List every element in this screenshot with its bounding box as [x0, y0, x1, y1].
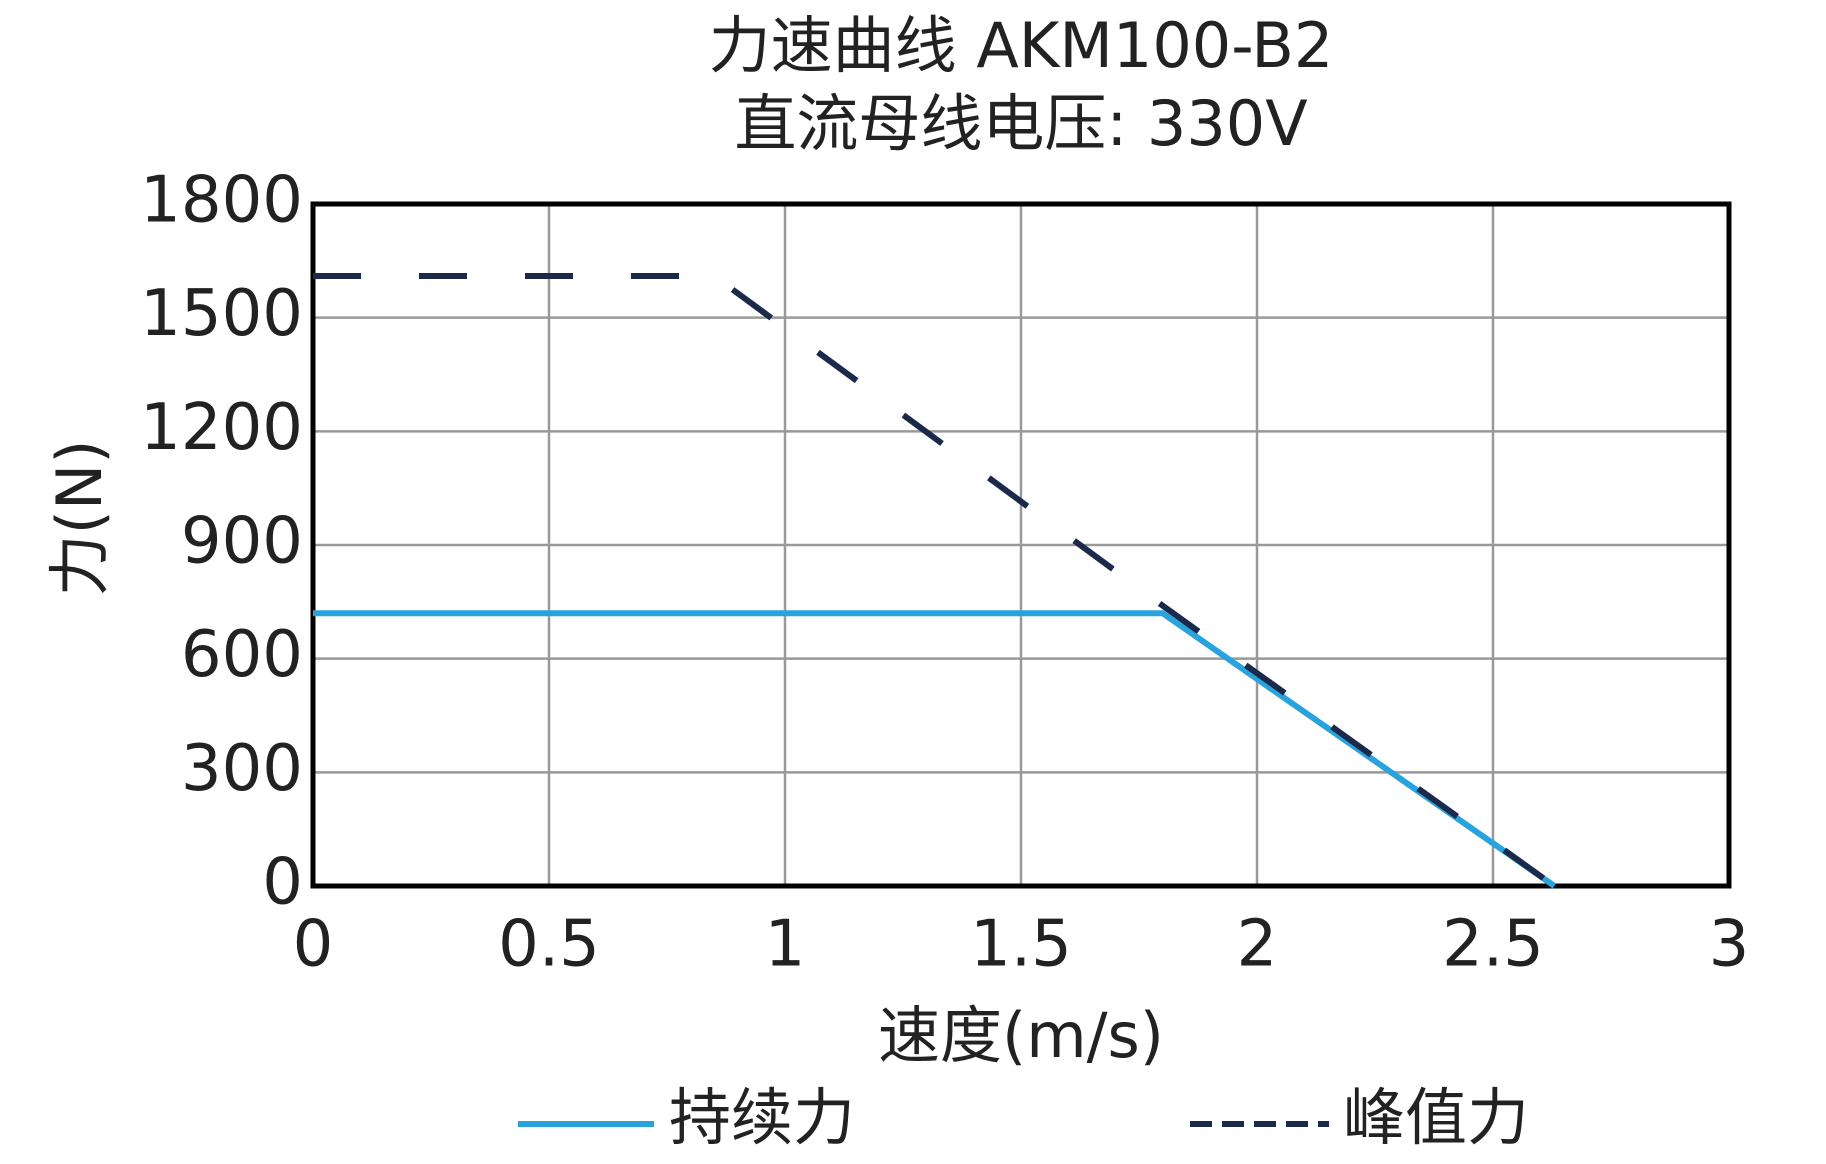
series-line [313, 272, 1557, 889]
x-tick-label: 0 [293, 908, 334, 982]
y-tick-label: 1800 [140, 164, 303, 238]
plot-frame [310, 201, 1732, 889]
x-tick-label: 2 [1237, 908, 1278, 982]
y-tick-label: 300 [181, 732, 303, 806]
chart-title: 力速曲线 AKM100-B2 [709, 9, 1334, 82]
y-axis-label: 力(N) [43, 440, 116, 597]
x-axis-label: 速度(m/s) [878, 999, 1164, 1072]
x-tick-label: 3 [1709, 908, 1750, 982]
x-tick-label: 0.5 [498, 908, 600, 982]
legend-label: 峰值力 [1343, 1081, 1529, 1154]
y-tick-label: 900 [181, 505, 303, 579]
legend-label: 持续力 [669, 1081, 855, 1154]
chart-subtitle: 直流母线电压: 330V [734, 87, 1307, 160]
x-tick-label: 1.5 [970, 908, 1072, 982]
y-tick-label: 600 [181, 618, 303, 692]
y-tick-label: 0 [262, 846, 303, 920]
x-tick-label: 2.5 [1442, 908, 1544, 982]
x-tick-label: 1 [765, 908, 806, 982]
y-tick-label: 1500 [140, 277, 303, 351]
y-tick-label: 1200 [140, 391, 303, 465]
